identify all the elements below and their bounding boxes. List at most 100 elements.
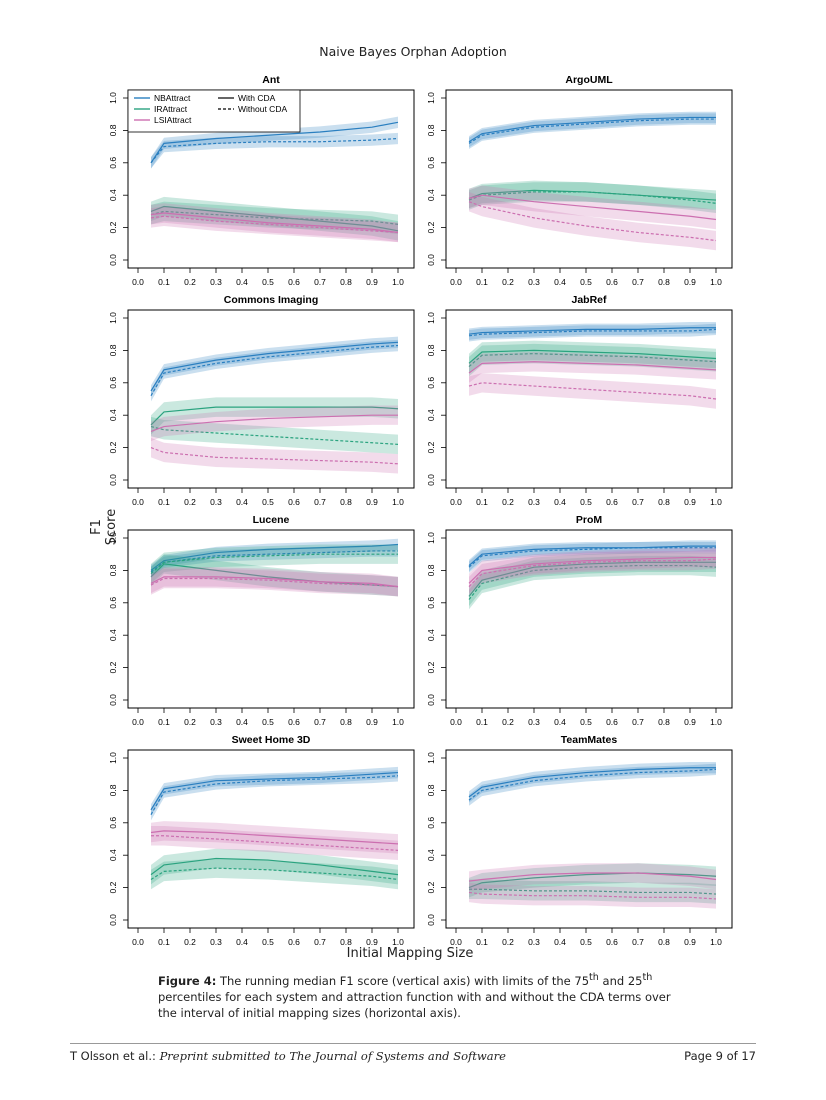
- x-tick-label: 1.0: [392, 497, 404, 507]
- x-tick-label: 0.4: [554, 277, 566, 287]
- band-irattract-without-cda: [151, 201, 398, 235]
- x-tick-label: 0.0: [450, 277, 462, 287]
- line-irattract-without-cda: [468, 353, 717, 368]
- x-tick-label: 0.6: [606, 937, 618, 947]
- line-lsiattract-with-cda: [468, 194, 717, 221]
- band-nbattract-with-cda: [151, 336, 398, 397]
- y-tick-label: 0.8: [108, 124, 118, 136]
- line-lsiattract-with-cda: [150, 830, 399, 845]
- line-irattract-with-cda: [150, 406, 399, 426]
- x-tick-label: 0.1: [158, 717, 170, 727]
- band-lsiattract-with-cda: [151, 821, 398, 854]
- y-tick-label: 0.2: [108, 661, 118, 673]
- x-tick-label: 0.3: [210, 717, 222, 727]
- band-lsiattract-without-cda: [469, 191, 716, 251]
- line-lsiattract-with-cda: [150, 212, 399, 234]
- panel-title: ProM: [576, 514, 603, 526]
- line-irattract-without-cda: [469, 888, 717, 895]
- x-tick-label: 0.3: [210, 497, 222, 507]
- y-tick-label: 1.0: [426, 532, 436, 544]
- line-nbattract-without-cda: [150, 137, 399, 164]
- band-nbattract-without-cda: [151, 770, 398, 821]
- x-tick-label: 0.3: [528, 497, 540, 507]
- y-tick-label: 0.4: [108, 189, 118, 201]
- x-tick-label: 0.1: [476, 277, 488, 287]
- panel-lucene: Lucene 0.0 0.1 0.2 0.3 0.4 0.5 0.6 0.7 0.8 0.9 1.0 0…: [108, 514, 415, 727]
- x-tick-label: 0.9: [684, 717, 696, 727]
- y-tick-label: 1.0: [426, 752, 436, 764]
- line-lsiattract-without-cda: [150, 577, 399, 588]
- x-tick-label: 0.9: [366, 277, 378, 287]
- legend-label-with-cda: With CDA: [238, 93, 276, 103]
- y-tick-label: 0.0: [108, 254, 118, 266]
- band-lsiattract-without-cda: [151, 826, 398, 861]
- x-axis-label: Initial Mapping Size: [346, 946, 474, 961]
- band-irattract-with-cda: [469, 180, 716, 210]
- x-tick-label: 0.2: [502, 277, 514, 287]
- panel-commons-imaging: Commons Imaging 0.0 0.1 0.2 0.3 0.4 0.5 0.6 0.7 0…: [108, 294, 415, 507]
- y-tick-label: 0.2: [108, 881, 118, 893]
- line-nbattract-without-cda: [468, 547, 716, 568]
- band-lsiattract-with-cda: [151, 405, 398, 442]
- x-tick-label: 0.0: [132, 717, 144, 727]
- band-irattract-without-cda: [151, 858, 398, 890]
- x-tick-label: 0.4: [236, 717, 248, 727]
- x-tick-label: 0.8: [340, 497, 352, 507]
- x-tick-label: 1.0: [710, 717, 722, 727]
- x-tick-label: 0.7: [314, 717, 326, 727]
- band-irattract-without-cda: [469, 555, 716, 610]
- y-tick-label: 0.0: [426, 694, 436, 706]
- x-tick-label: 1.0: [392, 277, 404, 287]
- y-tick-label: 0.2: [426, 221, 436, 233]
- x-tick-label: 0.2: [184, 937, 196, 947]
- y-tick-label: 0.4: [426, 629, 436, 641]
- band-nbattract-with-cda: [151, 766, 398, 816]
- y-tick-label: 0.0: [426, 254, 436, 266]
- band-nbattract-without-cda: [469, 542, 716, 573]
- x-tick-label: 0.4: [554, 717, 566, 727]
- line-lsiattract-with-cda: [150, 414, 398, 432]
- y-tick-label: 0.6: [108, 817, 118, 829]
- x-tick-label: 0.6: [288, 937, 300, 947]
- x-tick-label: 0.6: [606, 717, 618, 727]
- panel-ant: Ant 0.0 0.1 0.2 0.3 0.4 0.5 0.6 0.7 0.8 0.9 1.0 0.0 0…: [108, 74, 415, 287]
- y-tick-label: 0.8: [108, 344, 118, 356]
- x-tick-label: 0.8: [658, 277, 670, 287]
- x-tick-label: 0.5: [580, 497, 592, 507]
- band-nbattract-with-cda: [469, 762, 716, 803]
- panel-title: Commons Imaging: [224, 294, 319, 306]
- band-irattract-without-cda: [469, 343, 716, 377]
- y-tick-label: 0.6: [426, 377, 436, 389]
- band-nbattract-with-cda: [151, 116, 398, 169]
- line-nbattract-without-cda: [468, 328, 717, 337]
- x-tick-label: 0.4: [236, 277, 248, 287]
- panel-title: JabRef: [571, 294, 607, 306]
- x-tick-label: 0.1: [158, 497, 170, 507]
- x-tick-label: 0.5: [580, 717, 592, 727]
- y-tick-label: 0.2: [426, 881, 436, 893]
- band-lsiattract-without-cda: [469, 882, 716, 909]
- x-tick-label: 0.7: [314, 497, 326, 507]
- line-irattract-with-cda: [468, 872, 717, 889]
- x-tick-label: 0.2: [502, 497, 514, 507]
- panel-frame: [445, 89, 733, 269]
- x-tick-label: 0.4: [236, 937, 248, 947]
- band-nbattract-without-cda: [469, 323, 716, 342]
- panel-title: TeamMates: [561, 734, 618, 746]
- panel-prom: ProM 0.0 0.1 0.2 0.3 0.4 0.5 0.6 0.7 0.8 0.9 1.0 0.0…: [426, 514, 733, 727]
- x-tick-label: 0.2: [184, 717, 196, 727]
- panel-jabref: JabRef 0.0 0.1 0.2 0.3 0.4 0.5 0.6 0.7 0.8 0.9 1.0 0…: [426, 294, 733, 507]
- y-tick-label: 0.8: [426, 344, 436, 356]
- footer-author: T Olsson et al.:: [70, 1049, 160, 1063]
- band-nbattract-without-cda: [469, 113, 716, 150]
- footer-venue: Preprint submitted to The Journal of Sys…: [159, 1049, 506, 1063]
- band-nbattract-without-cda: [151, 339, 398, 402]
- y-tick-label: 0.6: [108, 597, 118, 609]
- x-tick-label: 0.7: [632, 937, 644, 947]
- y-tick-label: 0.6: [108, 377, 118, 389]
- band-irattract-with-cda: [469, 340, 716, 374]
- band-irattract-with-cda: [151, 554, 398, 597]
- x-tick-label: 0.7: [632, 717, 644, 727]
- line-lsiattract-without-cda: [151, 835, 399, 851]
- band-lsiattract-with-cda: [469, 863, 716, 891]
